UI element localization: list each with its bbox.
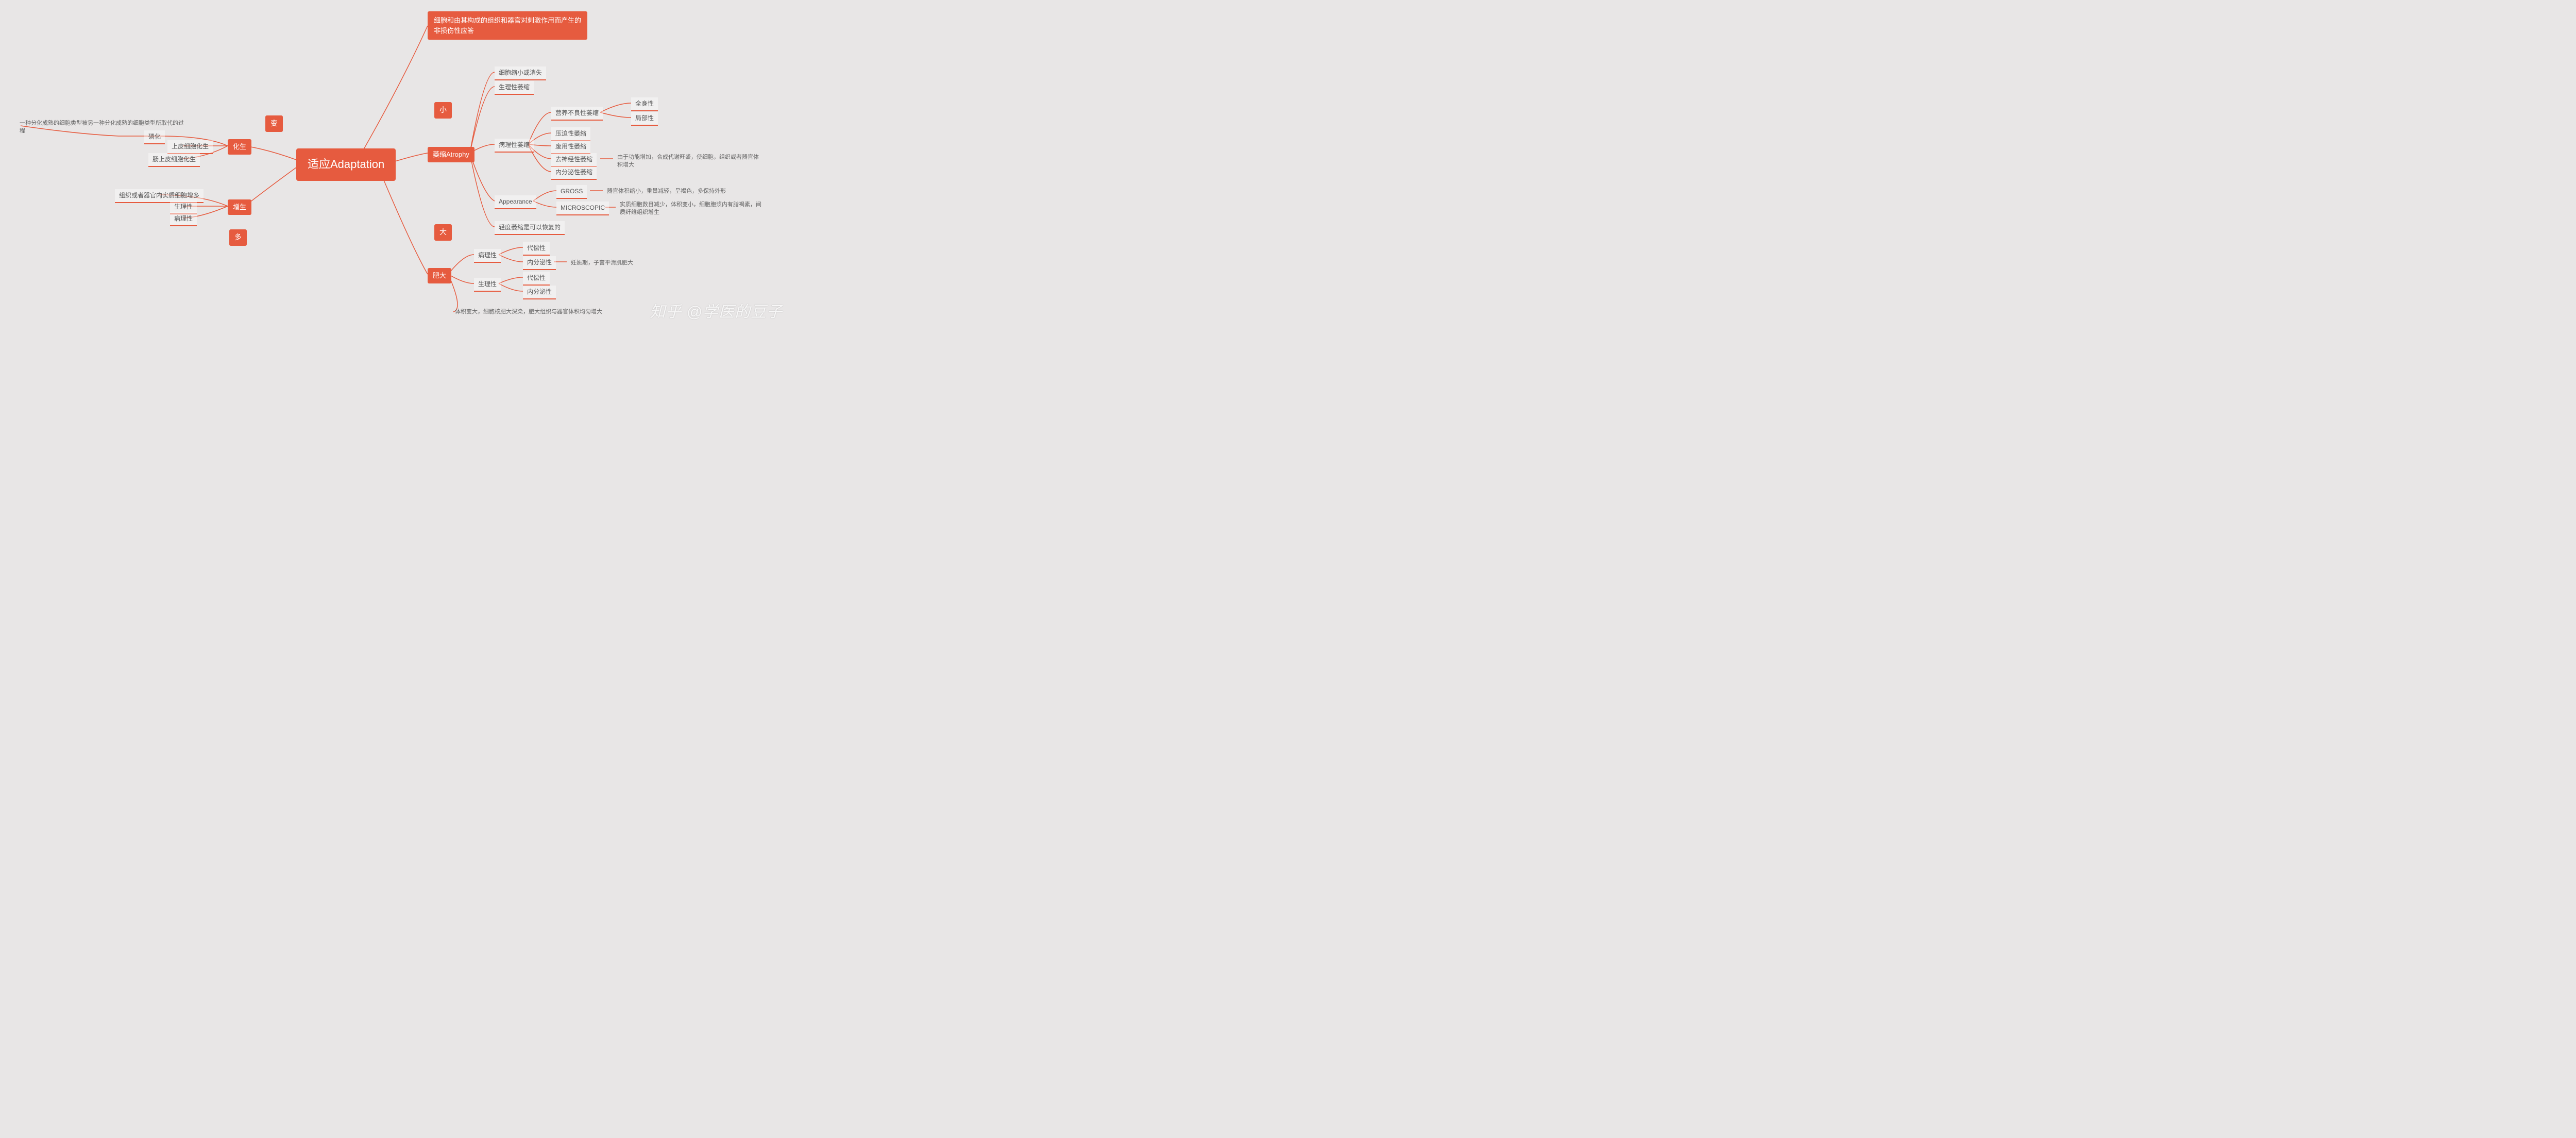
leaf-gross[interactable]: GROSS (556, 185, 587, 199)
branch-atrophy[interactable]: 萎缩Atrophy (428, 147, 474, 162)
tag-bian: 变 (265, 115, 283, 132)
leaf-fd-s-daichang[interactable]: 代偿性 (523, 272, 550, 286)
leaf-feiyong[interactable]: 废用性萎缩 (551, 140, 590, 154)
leaf-a-shengli[interactable]: 生理性萎缩 (495, 81, 534, 95)
leaf-changshangpi[interactable]: 肠上皮细胞化生 (148, 153, 200, 167)
huasheng-def: 一种分化成熟的细胞类型被另一种分化成熟的细胞类型所取代的过程 (15, 118, 193, 138)
leaf-shangpi[interactable]: 上皮细胞化生 (167, 140, 213, 154)
leaf-shrink[interactable]: 细胞缩小或消失 (495, 66, 546, 80)
leaf-fd-shengli[interactable]: 生理性 (474, 278, 501, 292)
leaf-yapo[interactable]: 压迫性萎缩 (551, 127, 590, 141)
leaf-yingyang[interactable]: 营养不良性萎缩 (551, 107, 603, 121)
leaf-quanshen[interactable]: 全身性 (631, 97, 658, 111)
watermark: 知乎 @学医的豆子 (650, 299, 783, 322)
leaf-fd-bingli[interactable]: 病理性 (474, 249, 501, 263)
definition-box: 细胞和由其构成的组织和器官对刺激作用而产生的非损伤性应答 (428, 11, 587, 40)
note-gross: 器官体积缩小，重量减轻，呈褐色，多保持外形 (603, 186, 757, 197)
note-fd-desc: 体积变大，细胞核肥大深染，肥大组织与器官体积均匀增大 (451, 306, 636, 318)
leaf-fd-b-daichang[interactable]: 代偿性 (523, 242, 550, 256)
leaf-linhua[interactable]: 磷化 (144, 130, 165, 144)
tag-da: 大 (434, 224, 452, 241)
note-micro: 实质细胞数目减少，体积变小，细胞胞浆内有脂褐素，间质纤维组织增生 (616, 199, 770, 219)
leaf-appearance[interactable]: Appearance (495, 195, 536, 209)
tag-duo: 多 (229, 229, 247, 246)
leaf-jubu[interactable]: 局部性 (631, 112, 658, 126)
leaf-micro[interactable]: MICROSCOPIC (556, 202, 609, 215)
leaf-recover[interactable]: 轻度萎缩是可以恢复的 (495, 221, 565, 235)
branch-feida[interactable]: 肥大 (428, 268, 451, 283)
note-qushenjing: 由于功能增加，合成代谢旺盛，使细胞，组织或者器官体积增大 (613, 152, 768, 172)
leaf-a-neifenmi[interactable]: 内分泌性萎缩 (551, 166, 597, 180)
leaf-zs-bingli[interactable]: 病理性 (170, 212, 197, 226)
leaf-qushenjing[interactable]: 去神经性萎缩 (551, 153, 597, 167)
note-fd-neifenmi: 妊娠期，子宫平滑肌肥大 (567, 257, 637, 269)
branch-zengsheng[interactable]: 增生 (228, 199, 251, 215)
leaf-fd-b-neifenmi[interactable]: 内分泌性 (523, 256, 556, 270)
root-node[interactable]: 适应Adaptation (296, 148, 396, 181)
leaf-fd-s-neifenmi[interactable]: 内分泌性 (523, 286, 556, 299)
branch-huasheng[interactable]: 化生 (228, 139, 251, 155)
leaf-a-bingli[interactable]: 病理性萎缩 (495, 139, 534, 153)
tag-xiao: 小 (434, 102, 452, 119)
